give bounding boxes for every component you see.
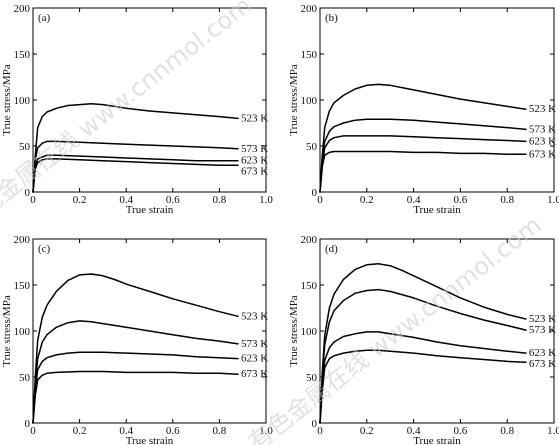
panel-label: (b) — [325, 12, 338, 24]
y-axis-label: True stress/MPa — [288, 295, 300, 367]
series-label: 523 K — [241, 112, 268, 124]
plot-frame — [319, 238, 555, 424]
x-tick-label: 0.8 — [500, 194, 514, 206]
series-label: 523 K — [529, 313, 556, 325]
series-line-673k — [32, 158, 239, 193]
x-axis-label: True strain — [413, 435, 461, 445]
x-tick-label: 0.6 — [454, 425, 468, 437]
series-line-573k — [319, 288, 527, 424]
x-tick-label: 0 — [317, 425, 323, 437]
y-tick-label: 150 — [14, 49, 31, 61]
chart-panel-1: 0 0.2 0.4 0.6 0.8 1.0 0 50 100 150 200 True strain T… — [288, 3, 559, 216]
chart-panel-3: 0 0.2 0.4 0.6 0.8 1.0 0 50 100 150 200 True strain T… — [288, 234, 559, 445]
series-line-573k — [32, 140, 239, 193]
x-axis-label: True strain — [126, 435, 174, 445]
x-axis-label: True strain — [126, 204, 174, 216]
y-tick-label: 100 — [301, 95, 318, 107]
y-tick-label: 150 — [301, 280, 318, 292]
x-tick-label: 0.2 — [360, 425, 374, 437]
panel-label: (a) — [38, 12, 51, 24]
x-tick-label: 0.4 — [407, 425, 421, 437]
x-tick-label: 0.2 — [73, 194, 87, 206]
y-tick-label: 0 — [25, 418, 31, 430]
x-tick-label: 0.6 — [166, 425, 180, 437]
panel-label: (d) — [325, 243, 338, 255]
x-tick-label: 0 — [30, 425, 36, 437]
y-tick-label: 0 — [312, 418, 318, 430]
x-tick-label: 0.2 — [360, 194, 374, 206]
x-tick-label: 0 — [30, 194, 36, 206]
series-line-523k — [319, 83, 527, 193]
y-axis-label: True stress/MPa — [1, 295, 13, 367]
y-tick-label: 200 — [14, 3, 31, 15]
series-label: 673 K — [529, 358, 556, 370]
series-line-623k — [32, 154, 239, 193]
series-line-573k — [319, 118, 527, 193]
plot-frame — [32, 7, 267, 193]
series-line-523k — [319, 263, 527, 424]
y-tick-label: 150 — [14, 280, 31, 292]
series-line-673k — [319, 349, 527, 424]
series-label: 573 K — [529, 123, 556, 135]
series-label: 673 K — [529, 148, 556, 160]
x-tick-label: 0.8 — [213, 194, 227, 206]
y-tick-label: 150 — [301, 49, 318, 61]
x-tick-label: 0.4 — [407, 194, 421, 206]
x-tick-label: 0.8 — [500, 425, 514, 437]
y-tick-label: 50 — [19, 372, 31, 384]
y-tick-label: 50 — [306, 372, 318, 384]
series-line-523k — [32, 102, 239, 193]
y-tick-label: 200 — [301, 3, 318, 15]
y-axis-label: True stress/MPa — [288, 64, 300, 136]
x-tick-label: 0 — [317, 194, 323, 206]
series-label: 623 K — [241, 353, 268, 365]
y-tick-label: 0 — [25, 187, 31, 199]
plot-frame — [319, 7, 555, 193]
series-label: 523 K — [529, 103, 556, 115]
chart-panel-0: 0 0.2 0.4 0.6 0.8 1.0 0 50 100 150 200 True strain T… — [1, 3, 273, 216]
x-tick-label: 0.4 — [119, 425, 133, 437]
chart-panel-2: 0 0.2 0.4 0.6 0.8 1.0 0 50 100 150 200 True strain T… — [1, 234, 273, 445]
y-tick-label: 50 — [19, 141, 31, 153]
series-label: 573 K — [241, 338, 268, 350]
series-line-523k — [32, 273, 239, 424]
y-tick-label: 200 — [301, 234, 318, 246]
series-label: 623 K — [241, 155, 268, 167]
series-line-623k — [319, 331, 527, 424]
series-line-573k — [32, 320, 239, 424]
series-label: 523 K — [241, 310, 268, 322]
x-tick-label: 1.0 — [259, 425, 273, 437]
x-tick-label: 0.8 — [213, 425, 227, 437]
y-tick-label: 200 — [14, 234, 31, 246]
panel-label: (c) — [38, 243, 51, 255]
y-tick-label: 100 — [301, 326, 318, 338]
x-tick-label: 1.0 — [259, 194, 273, 206]
series-label: 573 K — [529, 324, 556, 336]
series-label: 573 K — [241, 143, 268, 155]
x-tick-label: 1.0 — [547, 194, 559, 206]
series-line-623k — [32, 351, 239, 424]
series-label: 623 K — [529, 135, 556, 147]
x-tick-label: 0.6 — [166, 194, 180, 206]
series-label: 623 K — [529, 347, 556, 359]
x-axis-label: True strain — [413, 204, 461, 216]
y-axis-label: True stress/MPa — [1, 64, 13, 136]
series-line-673k — [32, 370, 239, 424]
y-tick-label: 0 — [312, 187, 318, 199]
x-tick-label: 0.4 — [119, 194, 133, 206]
series-label: 673 K — [241, 166, 268, 178]
y-tick-label: 100 — [14, 326, 31, 338]
x-tick-label: 0.2 — [73, 425, 87, 437]
y-tick-label: 100 — [14, 95, 31, 107]
x-tick-label: 0.6 — [454, 194, 468, 206]
y-tick-label: 50 — [306, 141, 318, 153]
series-line-673k — [319, 150, 527, 193]
x-tick-label: 1.0 — [547, 425, 559, 437]
series-label: 673 K — [241, 368, 268, 380]
series-line-623k — [319, 135, 527, 193]
